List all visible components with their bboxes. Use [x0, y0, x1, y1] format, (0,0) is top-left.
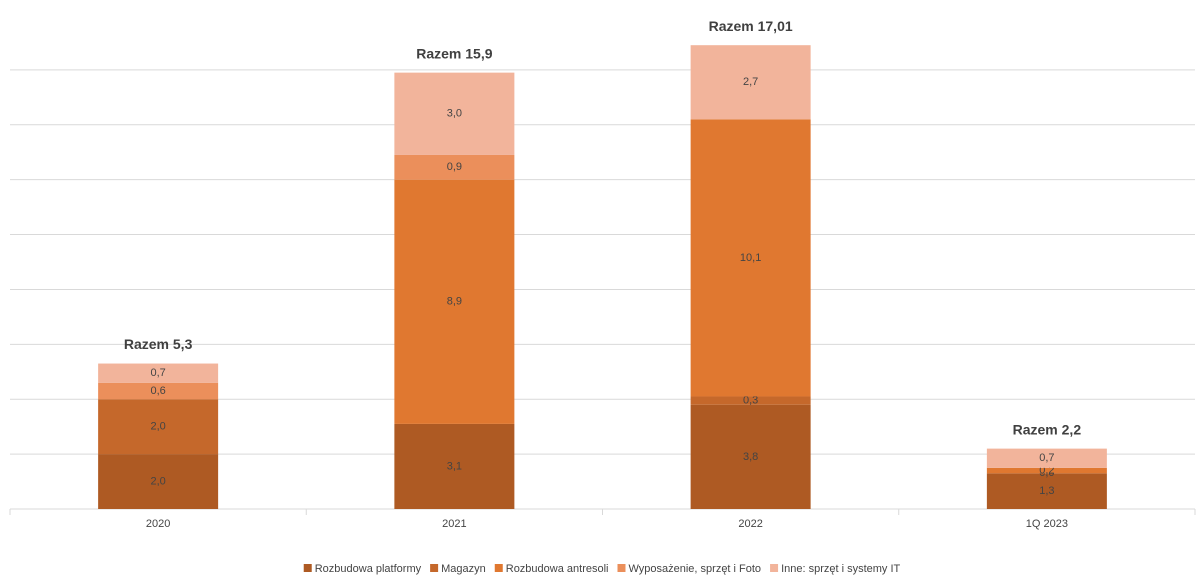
data-label: 2,0 — [150, 421, 165, 433]
data-label: 0,3 — [743, 395, 758, 407]
data-label: 3,0 — [447, 108, 462, 120]
x-tick-label: 2021 — [442, 518, 466, 530]
bar-segment — [98, 382, 219, 400]
bar-segment — [98, 399, 219, 455]
data-label: 10,1 — [740, 252, 761, 264]
bar-segment — [986, 467, 1107, 474]
data-label: 1,3 — [1039, 485, 1054, 497]
x-tick-label: 1Q 2023 — [1026, 518, 1068, 530]
legend-swatch — [303, 564, 312, 572]
bar-segment — [986, 448, 1107, 468]
bar-segment — [690, 404, 811, 509]
bar-segment — [394, 72, 515, 155]
data-label: 0,7 — [150, 367, 165, 379]
bar-segment — [98, 363, 219, 383]
bar-segment — [690, 45, 811, 120]
data-label: 8,9 — [447, 296, 462, 308]
x-tick-label: 2022 — [738, 518, 762, 530]
legend-swatch — [770, 564, 779, 572]
legend-label: Rozbudowa antresoli — [506, 563, 609, 575]
total-label: Razem 15,9 — [416, 45, 492, 61]
legend-swatch — [494, 564, 503, 572]
legend-label: Inne: sprzęt i systemy IT — [781, 563, 900, 575]
data-label: 0,9 — [447, 161, 462, 173]
bar-segment — [690, 119, 811, 397]
legend-label: Rozbudowa platformy — [315, 563, 422, 575]
bar-segment — [394, 154, 515, 180]
data-label: 3,8 — [743, 451, 758, 463]
data-label: 2,0 — [150, 475, 165, 487]
bar-segment — [394, 179, 515, 424]
total-label: Razem 2,2 — [1013, 421, 1082, 437]
legend-swatch — [617, 564, 626, 572]
data-label: 2,7 — [743, 76, 758, 88]
data-label: 3,1 — [447, 460, 462, 472]
bar-segment — [690, 396, 811, 405]
legend-swatch — [430, 564, 439, 572]
bar-segment — [986, 473, 1107, 509]
total-label: Razem 17,01 — [709, 18, 793, 34]
data-label: 0,6 — [150, 385, 165, 397]
bar-segment — [394, 423, 515, 509]
bar-segment — [98, 454, 219, 509]
x-tick-label: 2020 — [146, 518, 170, 530]
legend-label: Magazyn — [441, 563, 486, 575]
legend-label: Wyposażenie, sprzęt i Foto — [628, 563, 761, 575]
total-label: Razem 5,3 — [124, 336, 193, 352]
data-label: 0,7 — [1039, 452, 1054, 464]
